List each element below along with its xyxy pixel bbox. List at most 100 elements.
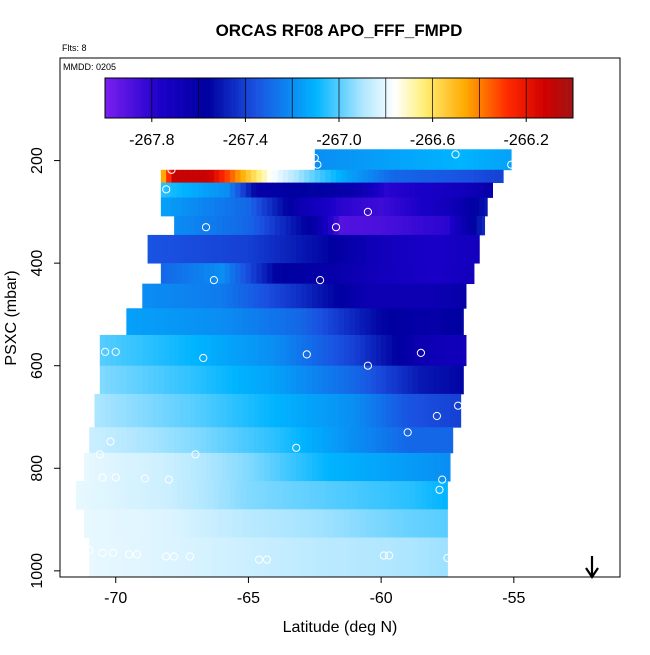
heatmap-cell <box>412 427 419 454</box>
heatmap-cell <box>444 365 451 395</box>
heatmap-cell <box>346 197 353 217</box>
colorbar-swatch <box>464 78 467 118</box>
heatmap-cell <box>386 334 393 367</box>
heatmap-cell <box>322 452 329 482</box>
heatmap-cell <box>182 182 188 198</box>
heatmap-cell <box>282 169 289 184</box>
colorbar-swatch <box>383 78 387 118</box>
heatmap-cell <box>341 169 348 184</box>
sample-point <box>201 223 211 232</box>
heatmap-cell <box>237 452 244 482</box>
heatmap-cell <box>216 365 223 395</box>
heatmap-band-3 <box>160 197 488 217</box>
heatmap-cell <box>190 427 196 454</box>
heatmap-cell <box>389 481 395 510</box>
heatmap-cell <box>322 215 329 236</box>
heatmap-cell <box>110 509 117 538</box>
heatmap-cell <box>375 365 382 395</box>
heatmap-cell <box>407 308 414 336</box>
colorbar-swatch <box>453 78 457 118</box>
heatmap-cell <box>450 283 456 309</box>
heatmap-cell <box>282 182 289 198</box>
heatmap-cell <box>450 393 456 428</box>
heatmap-cell <box>264 215 271 236</box>
colorbar-swatch <box>402 78 406 118</box>
heatmap-cell <box>333 537 340 577</box>
colorbar-swatch <box>419 78 423 118</box>
heatmap-cell <box>330 169 337 184</box>
heatmap-cell <box>158 334 164 367</box>
colorbar-swatch <box>543 78 546 118</box>
heatmap-cell <box>370 234 377 264</box>
heatmap-cell <box>240 481 247 510</box>
heatmap-cell <box>436 481 443 510</box>
colorbar-swatch <box>568 78 572 118</box>
heatmap-cell <box>338 234 345 264</box>
heatmap-cell <box>198 182 204 198</box>
heatmap-cell <box>227 452 233 482</box>
heatmap-cell <box>290 509 297 538</box>
heatmap-cell <box>391 308 398 336</box>
heatmap-cell <box>224 481 231 510</box>
heatmap-cell <box>383 197 390 217</box>
heatmap-cell <box>205 427 212 454</box>
heatmap-cell <box>105 537 111 577</box>
heatmap-cell <box>224 182 231 198</box>
heatmap-cell <box>383 263 390 285</box>
heatmap-cell <box>330 182 337 198</box>
colorbar-swatch <box>566 78 570 118</box>
heatmap-cell <box>256 197 263 217</box>
heatmap-cell <box>105 427 111 454</box>
heatmap-cell <box>434 334 440 367</box>
heatmap-cell <box>301 283 308 309</box>
heatmap-cell <box>367 197 374 217</box>
heatmap-cell <box>418 365 424 395</box>
heatmap-cell <box>248 509 255 538</box>
heatmap-cell <box>99 365 106 395</box>
heatmap-cell <box>269 334 276 367</box>
heatmap-cell <box>328 509 334 538</box>
colorbar-swatch <box>547 78 550 118</box>
heatmap-cell <box>391 334 398 367</box>
heatmap-cell <box>131 334 138 367</box>
heatmap-cell <box>349 509 355 538</box>
colorbar-swatch <box>283 78 287 118</box>
heatmap-cell <box>243 334 249 367</box>
heatmap-cell <box>351 263 358 285</box>
heatmap-cell <box>389 149 395 171</box>
heatmap-cell <box>174 537 180 577</box>
heatmap-cell <box>386 427 393 454</box>
heatmap-cell <box>375 452 382 482</box>
heatmap-cell <box>328 234 334 264</box>
heatmap-cell <box>248 308 255 336</box>
heatmap-cell <box>200 452 207 482</box>
heatmap-cell <box>375 334 382 367</box>
heatmap-cell <box>142 427 148 454</box>
heatmap-cell <box>370 308 377 336</box>
heatmap-cell <box>312 393 318 428</box>
heatmap-cell <box>444 234 451 264</box>
heatmap-cell <box>328 537 334 577</box>
colorbar-swatch <box>549 78 553 118</box>
heatmap-cell <box>410 182 417 198</box>
heatmap-cell <box>179 537 186 577</box>
x-axis-label: Latitude (deg N) <box>283 619 398 636</box>
heatmap-cell <box>436 169 443 184</box>
heatmap-cell <box>381 537 387 577</box>
heatmap-cell <box>450 427 454 454</box>
heatmap-cell <box>328 334 334 367</box>
colorbar-swatch <box>426 78 429 118</box>
heatmap-cell <box>139 481 146 510</box>
heatmap-cell <box>418 537 424 577</box>
heatmap-cell <box>346 169 353 184</box>
heatmap-cell <box>338 537 345 577</box>
heatmap-cell <box>190 234 196 264</box>
colorbar-swatch <box>113 78 116 118</box>
heatmap-cell <box>131 308 138 336</box>
heatmap-cell <box>423 308 430 336</box>
heatmap-cell <box>237 393 244 428</box>
heatmap-cell <box>237 215 244 236</box>
heatmap-cell <box>216 215 223 236</box>
heatmap-cell <box>325 182 332 198</box>
